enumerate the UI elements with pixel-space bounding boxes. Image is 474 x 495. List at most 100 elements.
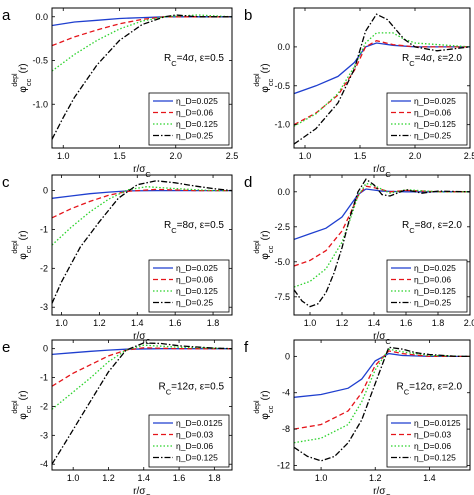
legend-entry: η_D=0.03 [414,430,451,440]
x-tick-label: 1.4 [368,318,381,328]
y-tick-label: -4 [40,459,48,469]
y-axis-label: φccdepl(r) [254,390,275,419]
y-tick-label: -4 [282,388,290,398]
y-axis-label: φccdepl(r) [12,390,33,419]
y-axis-label: φccdepl(r) [254,63,275,92]
legend-entry: η_D=0.0125 [414,418,461,428]
y-tick-label: -0.5 [32,56,48,66]
legend-entry: η_D=0.06 [176,275,213,285]
series-line-d-3 [294,182,470,288]
panel-label: a [2,7,11,24]
series-line-d-2 [294,185,470,267]
legend-entry: η_D=0.125 [176,119,218,129]
y-tick-label: -8 [282,424,290,434]
legend-entry: η_D=0.25 [414,131,451,141]
x-tick-label: 1.4 [423,473,436,483]
plot-frame [51,339,233,471]
x-tick-label: 2.0 [169,151,182,161]
x-axis-label: r/σC [373,331,391,346]
legend-entry: η_D=0.06 [176,441,213,451]
y-tick-label: 0 [43,186,48,196]
x-axis-label: r/σC [373,164,391,179]
y-tick-label: 0 [43,344,48,354]
annotation: RC=4σ, ε=2.0 [402,53,462,67]
panel-c: 1.0 1.2 1.4 1.6 1.8 0 -1 -2 -3 r/σC φccdepl(r) c RC=… [2,174,233,346]
panel-e: 1.0 1.2 1.4 1.6 1.8 0 -1 -2 -3 -4 r/σC φccdepl(r) e R… [2,339,233,495]
y-tick-label: -1 [40,224,48,234]
y-tick-label: -2 [40,263,48,273]
plot-frame [293,7,471,149]
legend-entry: η_D=0.0125 [176,418,223,428]
series-line-f-3 [294,348,470,444]
x-tick-label: 1.8 [207,318,220,328]
x-axis-label: r/σC [133,331,151,346]
legend-entry: η_D=0.025 [176,96,218,106]
y-tick-label: -12 [277,460,290,470]
x-tick-label: 1.8 [208,473,221,483]
series-line-f-2 [294,350,470,430]
y-tick-label: -2 [40,401,48,411]
series-line-b-3 [294,32,470,127]
panel-d: 1.0 1.2 1.4 1.6 1.8 2.0 0.0 -2.5 -5.0 -7.5 r/σC φcc… [244,174,474,346]
legend-entry: η_D=0.06 [414,108,451,118]
panel-label: f [244,339,249,356]
series-line-c-1 [52,189,232,199]
x-tick-label: 1.0 [304,318,317,328]
series-line-e-1 [52,348,232,356]
legend-entry: η_D=0.025 [176,263,218,273]
legend-entry: η_D=0.06 [414,441,451,451]
legend-entry: η_D=0.125 [176,453,218,463]
y-tick-label: -7.5 [274,292,290,302]
legend-entry: η_D=0.25 [414,298,451,308]
legend-entry: η_D=0.03 [176,430,213,440]
series-line-e-2 [52,347,232,387]
x-tick-label: 1.5 [354,151,367,161]
x-tick-label: 1.0 [55,318,68,328]
x-tick-label: 1.0 [67,473,80,483]
legend-entry: η_D=0.06 [414,275,451,285]
y-tick-label: -5.0 [274,257,290,267]
legend-box [386,259,468,313]
y-tick-label: -1.0 [32,99,48,109]
x-tick-label: 1.2 [336,318,349,328]
legend: η_D=0.025 η_D=0.06η_D=0.125 η_D=0.25 [386,92,468,146]
x-tick-label: 1.4 [138,473,151,483]
y-tick-label: 0.0 [277,187,290,197]
x-tick-label: 1.4 [131,318,144,328]
series-line-a-1 [52,16,232,27]
annotation: RC=8σ, ε=2.0 [402,220,462,235]
legend-entry: η_D=0.25 [176,131,213,141]
x-tick-label: 1.0 [315,473,328,483]
series-line-e-4 [52,342,232,465]
panel-label: e [2,339,10,356]
series-line-e-3 [52,344,232,410]
legend-entry: η_D=0.025 [414,96,456,106]
legend-box [386,414,468,468]
legend: η_D=0.025 η_D=0.06η_D=0.125 η_D=0.25 [148,259,230,313]
y-tick-label: -2.5 [274,222,290,232]
legend-entry: η_D=0.125 [414,453,456,463]
series-line-a-4 [52,14,232,140]
y-tick-label: 0.0 [277,42,290,52]
annotation: RC=4σ, ε=0.5 [164,53,224,67]
panel-label: d [244,174,252,191]
annotation: RC=12σ, ε=2.0 [396,381,462,396]
legend-entry: η_D=0.125 [414,119,456,129]
plot-frame [51,7,233,149]
x-tick-label: 1.6 [400,318,413,328]
legend-entry: η_D=0.125 [176,286,218,296]
x-tick-label: 1.6 [169,318,182,328]
y-axis-label: φccdepl(r) [254,230,275,259]
x-tick-label: 1.2 [93,318,106,328]
x-tick-label: 2.5 [464,151,474,161]
y-tick-label: -3 [40,430,48,440]
legend-entry: η_D=0.025 [414,263,456,273]
x-tick-label: 1.2 [102,473,115,483]
plot-frame [293,174,471,316]
x-axis-label: r/σC [373,486,391,495]
x-tick-label: 1.0 [299,151,312,161]
x-tick-label: 1.2 [369,473,382,483]
series-line-a-3 [52,14,232,72]
series-line-c-2 [52,188,232,219]
